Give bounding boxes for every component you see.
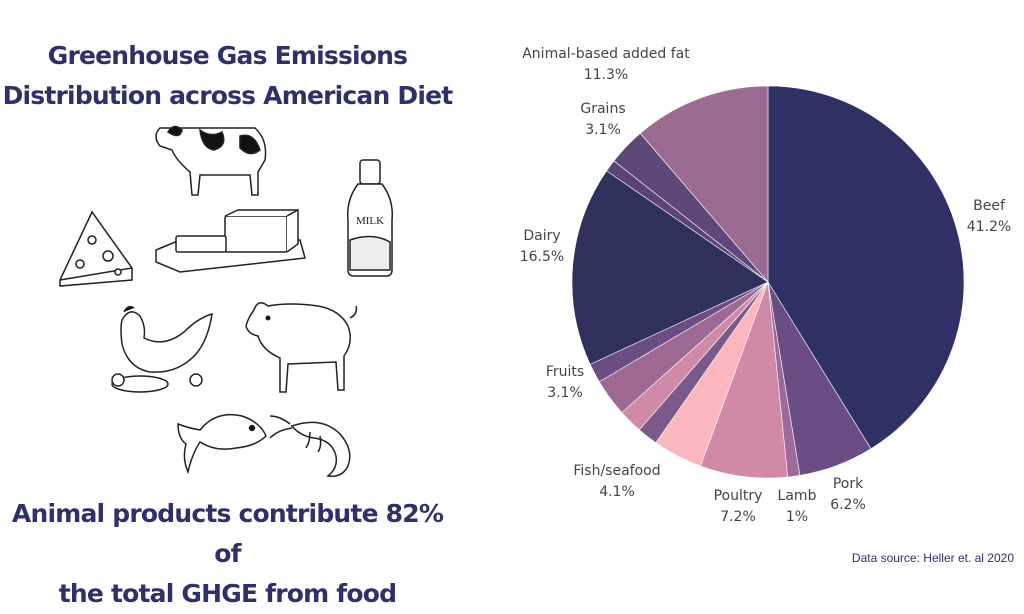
title-line-1: Greenhouse Gas Emissions xyxy=(47,41,408,70)
slice-value-beef: 41.2% xyxy=(967,219,1011,235)
slice-label-lamb: Lamb xyxy=(778,488,817,504)
slice-value-pork: 6.2% xyxy=(830,497,866,513)
summary-line-2: the total GHGE from food xyxy=(58,579,397,608)
shrimp-icon xyxy=(269,415,351,478)
cow-icon xyxy=(155,125,267,196)
pie-slice-beef xyxy=(767,85,965,450)
slice-label-beef: Beef xyxy=(973,198,1006,214)
pig-icon xyxy=(245,302,358,393)
slice-label-fish-seafood: Fish/seafood xyxy=(573,463,660,479)
title-line-2: Distribution across American Diet xyxy=(2,81,454,110)
slice-value-fruits: 3.1% xyxy=(547,385,583,401)
data-source: Data source: Heller et. al 2020 xyxy=(851,551,1014,565)
cheese-icon xyxy=(59,210,133,287)
slice-label-pork: Pork xyxy=(833,476,864,492)
slice-label-fruits: Fruits xyxy=(546,364,584,380)
milk-label: MILK xyxy=(356,215,384,227)
slice-label-animal-based-added-fat: Animal-based added fat xyxy=(522,46,690,62)
slice-value-animal-based-added-fat: 11.3% xyxy=(584,67,628,83)
slice-value-fish-seafood: 4.1% xyxy=(599,484,635,500)
slice-value-dairy: 16.5% xyxy=(520,249,564,265)
slice-value-lamb: 1% xyxy=(786,509,808,525)
milk-bottle-icon xyxy=(346,159,394,277)
slice-value-grains: 3.1% xyxy=(585,122,621,138)
pie-slice-dairy xyxy=(571,170,769,365)
slice-label-grains: Grains xyxy=(580,101,625,117)
fish-icon xyxy=(177,413,267,475)
summary-line-1: Animal products contribute 82% of xyxy=(11,499,444,568)
slice-label-poultry: Poultry xyxy=(714,488,763,504)
chart-title: Greenhouse Gas Emissions Distribution ac… xyxy=(0,36,455,116)
butter-icon xyxy=(155,208,306,273)
slice-label-dairy: Dairy xyxy=(523,228,560,244)
pie-chart: Beef 41.2% Pork 6.2% Lamb 1% Poultry 7.2% Fish/s… xyxy=(520,46,1011,525)
chicken-icon xyxy=(111,305,213,393)
food-illustrations: MILK xyxy=(59,125,394,478)
pie-slice-animal-based-added-fat xyxy=(639,85,769,283)
slice-value-poultry: 7.2% xyxy=(720,509,756,525)
